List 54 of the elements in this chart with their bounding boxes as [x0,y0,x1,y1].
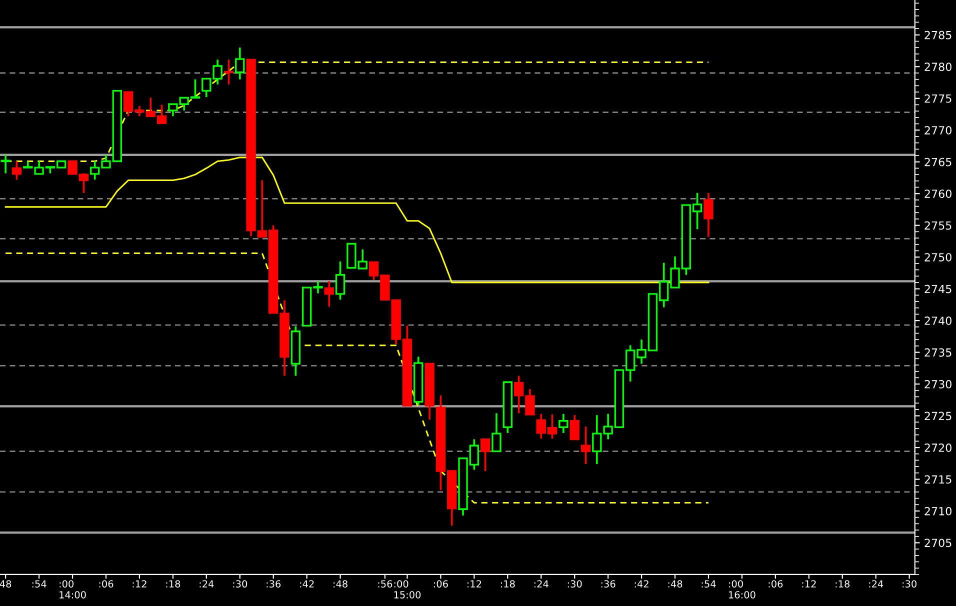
candlestick [224,58,234,86]
x-tick-label: :12 [802,580,816,588]
candlestick [580,426,591,465]
x-tick-label: :06 [99,580,114,588]
y-tick-label: 2785 [924,30,952,40]
x-tick-label: :12 [132,580,146,588]
x-tick-label: :30 [568,580,582,588]
x-tick-label: :24 [534,580,548,588]
candlestick [0,154,10,174]
x-tick-label: :18 [836,580,850,588]
y-tick-label: 2735 [924,348,952,357]
y-tick-label: 2750 [924,253,952,262]
x-tick-label: :30 [902,580,916,588]
y-tick-label: 2720 [924,444,952,452]
x-tick-label: 48 [0,580,12,588]
y-tick-label: 2730 [924,380,952,388]
y-tick-label: 2760 [924,190,952,198]
candlestick [324,280,334,308]
x-tick-label: :00 14:00 [60,580,86,598]
x-tick-label: :24 [200,580,214,588]
y-tick-label: 2775 [924,94,952,103]
x-tick-label: :42 [634,580,648,588]
y-tick-label: 2765 [924,158,952,166]
x-tick-label: :36 [601,580,616,588]
x-tick-label: :48 [334,580,348,588]
candlestick [704,192,714,238]
x-tick-label: :06 [768,580,783,588]
x-tick-label: :36 [266,580,281,588]
y-tick-label: 2725 [924,412,952,420]
candlestick [558,412,568,434]
x-tick-label: :18 [500,580,515,588]
y-tick-label: 2780 [924,62,952,72]
x-tick-label: :54 [702,580,716,588]
x-tick-label: :06 [434,580,448,588]
y-tick-label: 2745 [924,284,952,294]
line-series [4,252,710,504]
x-tick-label: :24 [869,580,884,588]
x-tick-label: :12 [468,580,482,588]
x-tick-label: :42 [300,580,314,588]
y-tick-label: 2755 [924,221,952,230]
y-tick-label: 2770 [924,126,952,135]
line-series [4,156,710,284]
y-tick-label: 2715 [924,475,952,484]
y-tick-label: 2710 [924,506,952,516]
x-tick-label: :00 16:00 [729,580,756,598]
x-tick-label: :00 15:00 [394,580,421,598]
x-tick-label: :30 [233,580,248,588]
candlestick [235,46,245,80]
x-tick-label: :18 [166,580,180,588]
y-tick-label: 2740 [924,316,952,325]
x-tick-label: :48 [668,580,682,588]
x-tick-label: :56 [378,580,392,588]
y-tick-label: 2705 [924,538,952,548]
x-tick-label: :54 [32,580,46,588]
